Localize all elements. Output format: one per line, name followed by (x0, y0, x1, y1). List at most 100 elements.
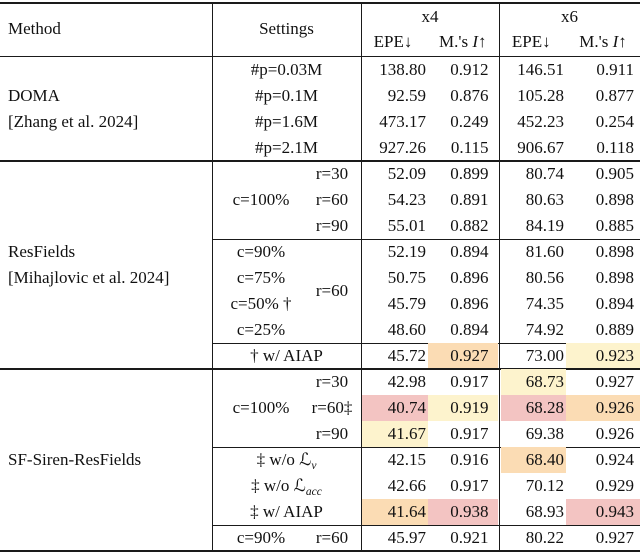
value-epe-x4: 40.74 (387, 398, 426, 417)
value-mi-x6: 0.898 (595, 242, 634, 261)
value-epe-x4: 42.15 (387, 450, 426, 469)
header-metric-epe-x6: EPE↓ (511, 32, 551, 51)
value-mi-x4: 0.894 (450, 320, 489, 339)
value-epe-x6: 74.35 (525, 294, 564, 313)
header-metric-part: M.'s (439, 32, 473, 51)
value-epe-x6: 105.28 (517, 86, 564, 105)
value-epe-x6: 452.23 (517, 112, 564, 131)
highlight-third (428, 395, 498, 421)
value-mi-x6: 0.927 (595, 528, 634, 547)
setting-shared-right-label: r=60 (315, 281, 349, 300)
value-epe-x4: 138.80 (379, 60, 426, 79)
value-mi-x4: 0.921 (450, 528, 489, 547)
setting-text: #p=2.1M (255, 138, 318, 157)
value-epe-x4: 52.09 (387, 164, 426, 183)
value-epe-x6: 80.22 (525, 528, 564, 547)
value-epe-x4: 48.60 (387, 320, 426, 339)
header-metric-part: I (472, 32, 478, 51)
value-epe-x6: 73.00 (525, 346, 564, 365)
setting-left-label: c=100% (232, 398, 290, 417)
setting-text: ‡ w/ AIAP (250, 502, 323, 521)
highlight-second (566, 395, 640, 421)
highlight-second (500, 447, 566, 473)
value-mi-x4: 0.917 (450, 476, 489, 495)
block-divider (212, 524, 640, 526)
value-mi-x6: 0.898 (595, 190, 634, 209)
setting-left-label: c=25% (236, 320, 286, 339)
method-name: [Mihajlovic et al. 2024] (8, 268, 170, 287)
value-epe-x4: 54.23 (387, 190, 426, 209)
value-mi-x6: 0.943 (595, 502, 634, 521)
value-mi-x6: 0.911 (596, 60, 634, 79)
value-mi-x4: 0.899 (450, 164, 489, 183)
value-mi-x4: 0.249 (450, 112, 489, 131)
header-bottom-rule (0, 55, 640, 57)
setting-label: #p=0.03M (212, 57, 361, 83)
value-epe-x4: 45.72 (387, 346, 426, 365)
setting-label: ‡ w/ AIAP (212, 499, 361, 525)
header-metric-epe-x4: EPE↓ (373, 32, 413, 51)
value-epe-x4: 50.75 (387, 268, 426, 287)
value-mi-x4: 0.876 (450, 86, 489, 105)
header-metric-part: I (612, 32, 619, 51)
value-epe-x6: 68.73 (525, 372, 564, 391)
highlight-best (362, 395, 428, 421)
setting-left-label: c=100% (232, 190, 290, 209)
setting-text: #p=0.1M (255, 86, 318, 105)
value-epe-x4: 92.59 (387, 86, 426, 105)
method-name: [Zhang et al. 2024] (8, 112, 139, 131)
value-mi-x4: 0.896 (450, 294, 489, 313)
value-mi-x4: 0.115 (450, 138, 489, 157)
value-mi-x4: 0.896 (450, 268, 489, 287)
value-epe-x4: 55.01 (387, 216, 426, 235)
table-bottom-rule (0, 549, 640, 552)
value-epe-x6: 81.60 (525, 242, 564, 261)
value-epe-x6: 70.12 (525, 476, 564, 495)
value-mi-x6: 0.905 (595, 164, 634, 183)
header-metric-mi-x4: M.'s I↑ (428, 29, 498, 55)
vertical-rule (361, 2, 363, 552)
setting-label: ‡ w/o ℒv (212, 447, 361, 473)
highlight-best (428, 499, 498, 525)
header-metric-mi-x6: M.'s I↑ (566, 29, 640, 55)
value-epe-x4: 42.98 (387, 372, 426, 391)
value-mi-x6: 0.929 (595, 476, 634, 495)
setting-right-label: r=30 (315, 372, 349, 391)
value-epe-x6: 80.56 (525, 268, 564, 287)
value-mi-x4: 0.882 (450, 216, 489, 235)
value-epe-x4: 52.19 (387, 242, 426, 261)
setting-subscript: v (311, 460, 317, 472)
value-mi-x6: 0.898 (595, 268, 634, 287)
setting-label: #p=1.6M (212, 109, 361, 135)
block-divider (212, 342, 640, 344)
value-epe-x6: 69.38 (525, 424, 564, 443)
header-metric-part: M.'s (579, 32, 613, 51)
section-divider (0, 368, 640, 370)
setting-label: † w/ AIAP (212, 343, 361, 369)
value-epe-x6: 906.67 (517, 138, 564, 157)
highlight-third (362, 421, 428, 447)
value-epe-x6: 84.19 (525, 216, 564, 235)
value-mi-x4: 0.891 (450, 190, 489, 209)
setting-label: #p=2.1M (212, 135, 361, 161)
section-divider (0, 160, 640, 162)
value-mi-x6: 0.926 (595, 398, 634, 417)
value-epe-x6: 68.40 (525, 450, 564, 469)
method-name: DOMA (8, 86, 60, 105)
setting-right-label: r=90 (315, 216, 349, 235)
value-epe-x4: 42.66 (387, 476, 426, 495)
setting-left-label: c=75% (236, 268, 286, 287)
value-mi-x4: 0.917 (450, 424, 489, 443)
value-epe-x4: 41.67 (387, 424, 426, 443)
value-epe-x4: 41.64 (387, 502, 426, 521)
value-mi-x6: 0.885 (595, 216, 634, 235)
value-epe-x6: 68.93 (525, 502, 564, 521)
highlight-third (500, 369, 566, 395)
value-mi-x4: 0.927 (450, 346, 489, 365)
value-epe-x6: 146.51 (517, 60, 564, 79)
value-mi-x6: 0.927 (595, 372, 634, 391)
value-mi-x6: 0.926 (595, 424, 634, 443)
value-mi-x4: 0.894 (450, 242, 489, 261)
value-epe-x4: 927.26 (379, 138, 426, 157)
value-epe-x4: 473.17 (379, 112, 426, 131)
